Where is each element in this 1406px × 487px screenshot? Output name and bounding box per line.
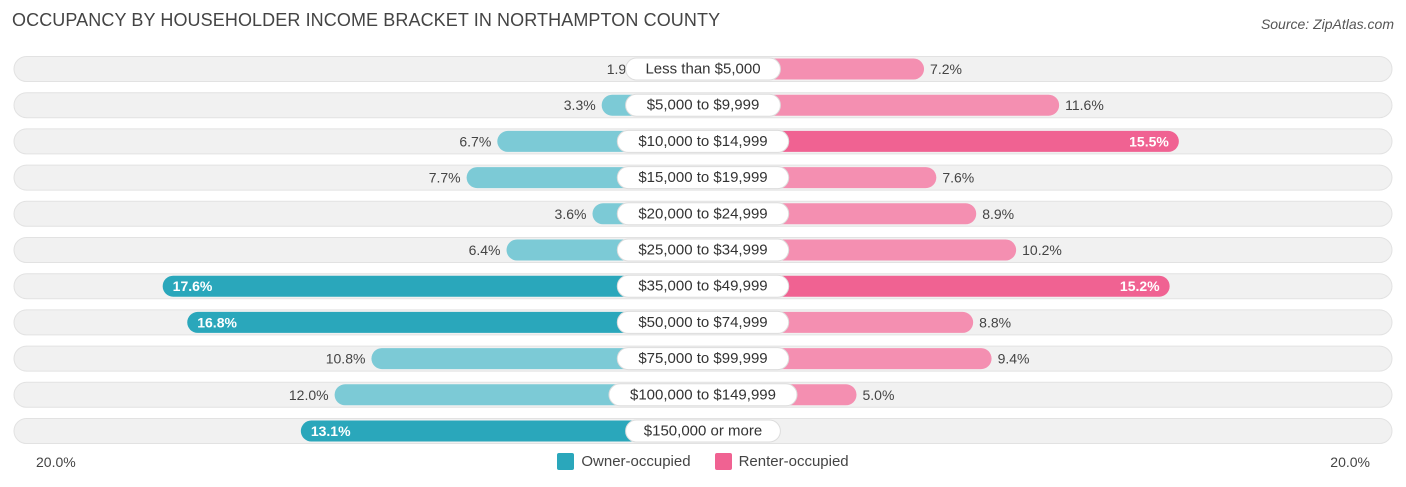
category-label: Less than $5,000 <box>645 61 760 78</box>
renter-value-label: 15.5% <box>1129 133 1169 149</box>
axis-right-max-label: 20.0% <box>1330 454 1370 470</box>
category-label: $25,000 to $34,999 <box>638 242 767 259</box>
owner-value-label: 7.7% <box>429 170 461 186</box>
renter-value-label: 8.9% <box>982 206 1014 222</box>
renter-value-label: 11.6% <box>1065 97 1104 113</box>
renter-value-label: 9.4% <box>998 351 1030 367</box>
owner-value-label: 3.6% <box>555 206 587 222</box>
category-label: $5,000 to $9,999 <box>647 97 760 114</box>
renter-value-label: 15.2% <box>1120 278 1160 294</box>
chart-title: OCCUPANCY BY HOUSEHOLDER INCOME BRACKET … <box>12 10 721 30</box>
axis-left-max-label: 20.0% <box>36 454 76 470</box>
category-pill <box>625 57 781 81</box>
legend-item-owner[interactable]: Owner-occupied <box>557 453 691 470</box>
category-pill <box>608 383 798 407</box>
category-label: $100,000 to $149,999 <box>630 386 776 403</box>
category-pill <box>616 347 790 371</box>
category-label: $10,000 to $14,999 <box>638 133 767 150</box>
legend-owner-label: Owner-occupied <box>581 453 691 470</box>
category-label: $50,000 to $74,999 <box>638 314 767 331</box>
owner-value-label: 16.8% <box>197 314 237 330</box>
category-pill <box>625 419 781 443</box>
renter-value-label: 10.2% <box>1022 242 1062 258</box>
category-pill <box>616 238 790 262</box>
legend-renter-label: Renter-occupied <box>738 453 849 470</box>
legend-item-renter[interactable]: Renter-occupied <box>714 453 849 470</box>
renter-swatch <box>714 453 732 470</box>
owner-value-label: 13.1% <box>311 423 351 439</box>
renter-value-label: 7.2% <box>930 61 962 77</box>
category-pill <box>616 310 790 334</box>
chart-source: Source: ZipAtlas.com <box>1260 16 1394 32</box>
category-pill <box>616 202 790 226</box>
owner-value-label: 10.8% <box>326 351 366 367</box>
category-label: $150,000 or more <box>644 423 762 440</box>
owner-bar <box>187 311 704 333</box>
category-pill <box>616 129 790 153</box>
owner-value-label: 3.3% <box>564 97 596 113</box>
owner-value-label: 12.0% <box>289 387 329 403</box>
category-pill <box>625 93 781 117</box>
renter-value-label: 7.6% <box>942 170 974 186</box>
owner-value-label: 17.6% <box>173 278 213 294</box>
renter-bar <box>703 94 1060 116</box>
renter-value-label: 5.0% <box>863 387 895 403</box>
owner-bar <box>162 275 703 297</box>
category-label: $75,000 to $99,999 <box>638 350 767 367</box>
category-label: $35,000 to $49,999 <box>638 278 767 295</box>
renter-value-label: 8.8% <box>979 314 1011 330</box>
category-label: $20,000 to $24,999 <box>638 205 767 222</box>
chart-legend: Owner-occupied Renter-occupied <box>0 453 1406 470</box>
owner-bar <box>300 420 703 442</box>
renter-bar <box>703 130 1179 152</box>
category-pill <box>616 166 790 190</box>
owner-value-label: 6.4% <box>469 242 501 258</box>
category-label: $15,000 to $19,999 <box>638 169 767 186</box>
owner-swatch <box>557 453 575 470</box>
owner-value-label: 6.7% <box>459 133 491 149</box>
renter-bar <box>703 275 1170 297</box>
category-pill <box>616 274 790 298</box>
